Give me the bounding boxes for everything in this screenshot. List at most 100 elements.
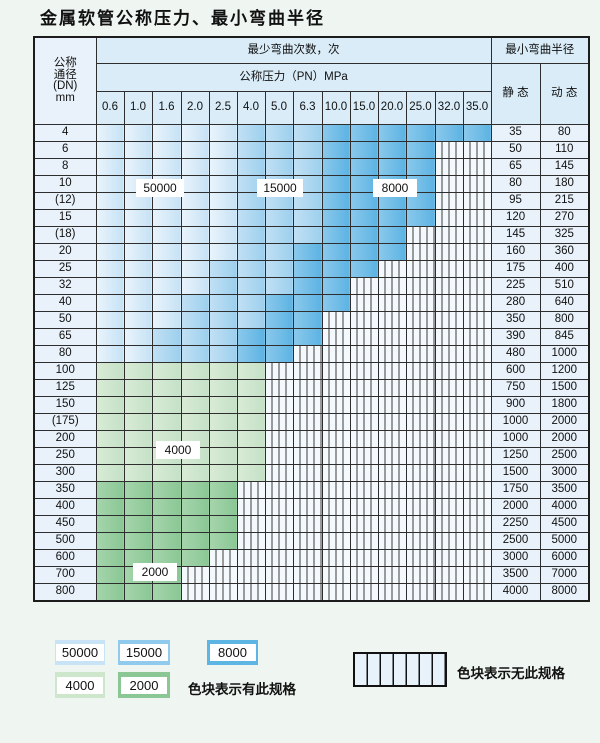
- no-spec-cell: [434, 175, 464, 193]
- no-spec-cell: [462, 175, 492, 193]
- cycles-50000-cell: [95, 277, 125, 295]
- no-spec-cell: [434, 549, 464, 567]
- no-spec-cell: [434, 226, 464, 244]
- no-spec-cell: [377, 362, 407, 380]
- spec-table: 公称 通径 (DN) mm 最少弯曲次数，次 最小弯曲半径 公称压力（PN）MP…: [33, 36, 591, 602]
- no-spec-cell: [321, 481, 351, 499]
- cycles-50000-cell: [95, 158, 125, 176]
- no-spec-cell: [236, 583, 266, 602]
- no-spec-cell: [349, 311, 379, 329]
- no-spec-cell: [434, 328, 464, 346]
- no-spec-cell: [462, 566, 492, 584]
- no-spec-cell: [434, 379, 464, 397]
- corner-line: mm: [55, 91, 75, 104]
- header-dynamic: 动 态: [539, 63, 590, 125]
- cycles-15000-cell: [180, 311, 210, 329]
- no-spec-cell: [264, 583, 294, 602]
- cycles-4000-cell: [151, 396, 182, 414]
- dynamic-radius-cell: 845: [539, 328, 590, 346]
- pressure-col-header: 5.0: [264, 91, 294, 125]
- cycles-50000-cell: [95, 294, 125, 312]
- table-row: 6 50 110: [33, 141, 590, 159]
- cycles-2000-cell: [208, 498, 238, 516]
- page-title: 金属软管公称压力、最小弯曲半径: [40, 9, 325, 29]
- cycles-50000-cell: [151, 124, 182, 142]
- no-spec-cell: [377, 515, 407, 533]
- static-radius-cell: 2000: [490, 498, 541, 516]
- no-spec-cell: [292, 464, 323, 482]
- cycles-50000-cell: [95, 141, 125, 159]
- table-row: 700 3500 7000: [33, 566, 590, 584]
- zone-label-8000: 8000: [373, 179, 417, 197]
- cycles-4000-cell: [180, 362, 210, 380]
- dynamic-radius-cell: 3500: [539, 481, 590, 499]
- no-spec-cell: [321, 515, 351, 533]
- no-spec-cell: [377, 277, 407, 295]
- no-spec-cell: [434, 192, 464, 210]
- static-radius-cell: 1250: [490, 447, 541, 465]
- no-spec-cell: [462, 430, 492, 448]
- cycles-15000-cell: [264, 277, 294, 295]
- no-spec-cell: [434, 209, 464, 227]
- no-spec-cell: [377, 430, 407, 448]
- no-spec-cell: [377, 549, 407, 567]
- no-spec-cell: [208, 566, 238, 584]
- dn-cell: 50: [33, 311, 97, 329]
- cycles-50000-cell: [180, 243, 210, 261]
- cycles-50000-cell: [123, 243, 153, 261]
- no-spec-cell: [462, 277, 492, 295]
- no-spec-cell: [377, 447, 407, 465]
- cycles-8000-cell: [377, 226, 407, 244]
- no-spec-cell: [264, 464, 294, 482]
- no-spec-cell: [264, 379, 294, 397]
- no-spec-cell: [264, 498, 294, 516]
- no-spec-cell: [180, 583, 210, 602]
- cycles-8000-cell: [264, 311, 294, 329]
- no-spec-cell: [236, 532, 266, 550]
- no-spec-cell: [405, 226, 436, 244]
- cycles-8000-cell: [321, 226, 351, 244]
- cycles-15000-cell: [264, 141, 294, 159]
- no-spec-cell: [321, 413, 351, 431]
- pressure-col-header: 15.0: [349, 91, 379, 125]
- cycles-8000-cell: [264, 345, 294, 363]
- legend-value: 2000: [121, 676, 167, 694]
- cycles-8000-cell: [321, 158, 351, 176]
- no-spec-cell: [292, 498, 323, 516]
- dynamic-radius-cell: 270: [539, 209, 590, 227]
- dn-cell: 400: [33, 498, 97, 516]
- zone-label-15000: 15000: [257, 179, 303, 197]
- dynamic-radius-cell: 2000: [539, 413, 590, 431]
- cycles-4000-cell: [236, 413, 266, 431]
- cycles-8000-cell: [321, 192, 351, 210]
- no-spec-cell: [405, 566, 436, 584]
- static-radius-cell: 3000: [490, 549, 541, 567]
- dynamic-radius-cell: 180: [539, 175, 590, 193]
- cycles-2000-cell: [95, 498, 125, 516]
- cycles-8000-cell: [349, 209, 379, 227]
- no-spec-cell: [462, 294, 492, 312]
- no-spec-cell: [405, 430, 436, 448]
- cycles-8000-cell: [264, 294, 294, 312]
- no-spec-cell: [377, 328, 407, 346]
- no-spec-cell: [321, 430, 351, 448]
- cycles-4000-cell: [151, 464, 182, 482]
- static-radius-cell: 95: [490, 192, 541, 210]
- no-spec-cell: [292, 532, 323, 550]
- cycles-2000-cell: [180, 515, 210, 533]
- no-spec-cell: [434, 345, 464, 363]
- no-spec-cell: [462, 379, 492, 397]
- no-spec-cell: [321, 464, 351, 482]
- cycles-8000-cell: [321, 260, 351, 278]
- no-spec-cell: [405, 447, 436, 465]
- dn-cell: 10: [33, 175, 97, 193]
- no-spec-cell: [434, 294, 464, 312]
- cycles-2000-cell: [151, 498, 182, 516]
- cycles-8000-cell: [405, 141, 436, 159]
- cycles-4000-cell: [180, 464, 210, 482]
- no-spec-cell: [462, 243, 492, 261]
- table-row: 80 480 1000: [33, 345, 590, 363]
- cycles-4000-cell: [123, 430, 153, 448]
- cycles-15000-cell: [208, 311, 238, 329]
- no-spec-cell: [434, 158, 464, 176]
